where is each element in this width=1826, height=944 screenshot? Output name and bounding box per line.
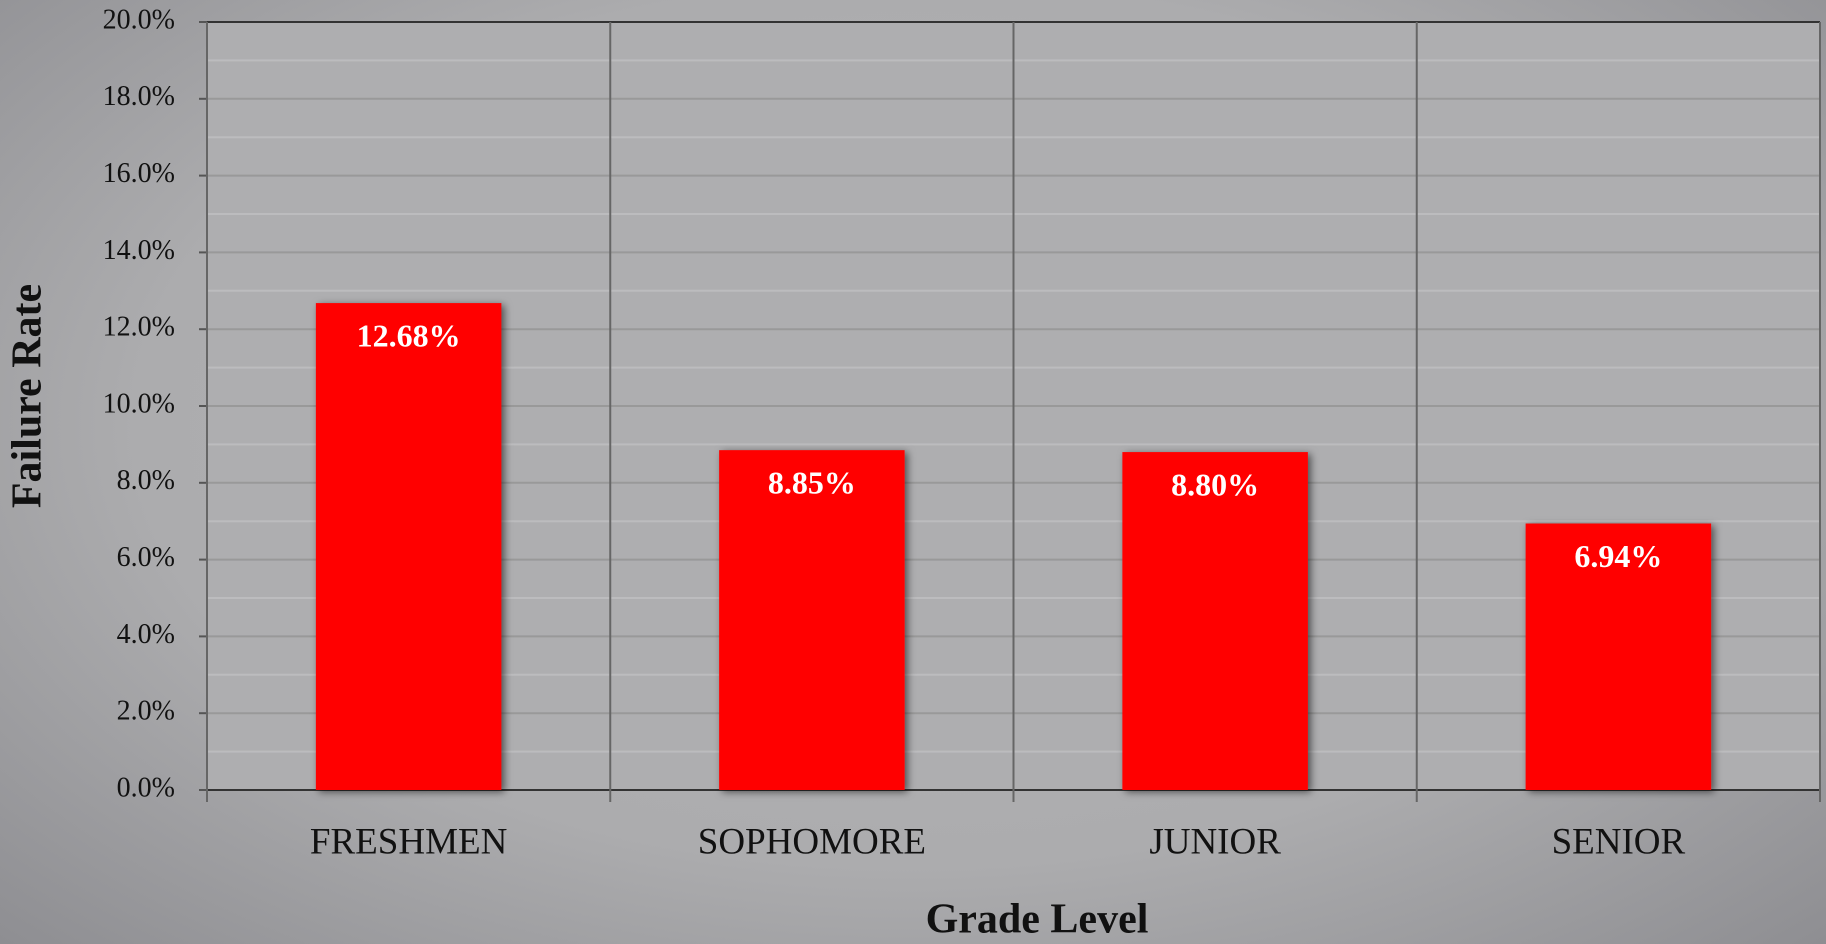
data-label: 12.68%: [357, 317, 461, 353]
x-tick-label: FRESHMEN: [310, 821, 507, 862]
y-tick-label: 2.0%: [117, 696, 175, 727]
x-tick-label: SENIOR: [1552, 821, 1686, 862]
data-label: 6.94%: [1574, 538, 1662, 574]
bar: [1525, 523, 1712, 790]
y-tick-label: 16.0%: [103, 158, 175, 189]
y-tick-label: 6.0%: [117, 542, 175, 573]
y-tick-label: 4.0%: [117, 619, 175, 650]
x-tick-label: JUNIOR: [1149, 821, 1281, 862]
y-tick-label: 0.0%: [117, 772, 175, 803]
y-axis-title: Failure Rate: [5, 284, 51, 508]
x-axis-title: Grade Level: [926, 897, 1149, 943]
y-tick-label: 10.0%: [103, 388, 175, 419]
y-tick-label: 8.0%: [117, 465, 175, 496]
bar: [1122, 452, 1308, 790]
y-tick-label: 14.0%: [103, 235, 175, 266]
y-tick-label: 12.0%: [103, 312, 175, 343]
y-tick-label: 20.0%: [103, 4, 175, 35]
x-tick-label: SOPHOMORE: [698, 821, 926, 862]
data-label: 8.80%: [1171, 466, 1259, 502]
y-tick-label: 18.0%: [103, 81, 175, 112]
bar: [719, 450, 905, 790]
data-label: 8.85%: [768, 465, 856, 501]
bar: [315, 303, 502, 790]
